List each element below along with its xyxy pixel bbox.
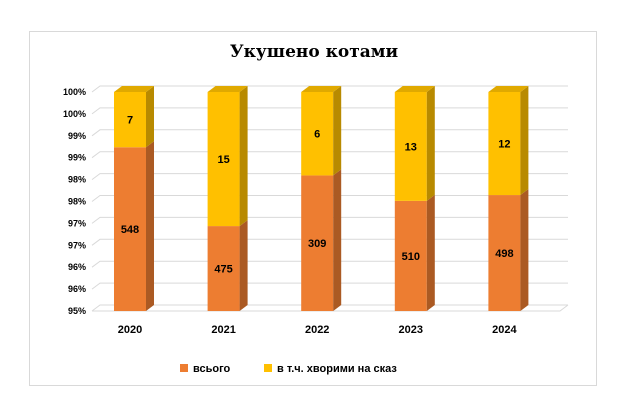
bar-top-2022: [301, 86, 342, 92]
x-tick-label: 2024: [492, 324, 517, 336]
bar-rabid-2022: [301, 92, 334, 176]
y-tick-label: 98%: [68, 197, 86, 207]
y-tick-label: 95%: [68, 306, 86, 316]
chart-title: Укушено котами: [230, 42, 399, 62]
bar-rabid-2020: [114, 92, 146, 148]
x-axis: 2020 2021 2022 2023 2024: [118, 324, 518, 336]
bar-top-2023: [394, 86, 435, 92]
x-tick-label: 2022: [305, 324, 329, 336]
legend-swatch-rabid: [264, 364, 272, 372]
bar-total-2020: [114, 147, 146, 311]
legend-label-total: всього: [193, 363, 231, 375]
bar-total-2022: [301, 175, 334, 311]
data-label-rabid-2024: 12: [498, 139, 510, 151]
chart-svg: Укушено котами 95%96%96%97%97%98%98%99%9…: [63, 42, 569, 375]
data-label-total-2020: 548: [121, 224, 139, 236]
data-label-total-2022: 309: [308, 238, 326, 250]
y-axis: 95% 96% 96% 97% 97% 98% 98% 99% 99% 100% 100%: [63, 87, 86, 316]
bar-rabid-2023: [394, 92, 427, 201]
data-label-rabid-2022: 6: [314, 129, 320, 141]
bar-total-2024: [488, 195, 521, 311]
bar-rabid-2021: [207, 92, 240, 227]
bar-side-total-2023: [426, 194, 435, 311]
y-tick-label: 100%: [63, 109, 86, 119]
bar-top-2024: [488, 86, 529, 92]
x-tick-label: 2021: [211, 324, 235, 336]
floor-line: [92, 304, 569, 312]
data-label-rabid-2021: 15: [217, 154, 229, 166]
y-tick-label: 99%: [68, 153, 86, 163]
data-label-total-2023: 510: [402, 251, 420, 263]
bars: 548 7 475 15 309 6 510 13 498 12: [114, 86, 529, 311]
bar-side-total-2020: [146, 141, 154, 311]
bar-side-rabid-2022: [333, 86, 342, 176]
y-tick-label: 99%: [68, 131, 86, 141]
legend-swatch-total: [180, 364, 188, 372]
bar-top-2021: [207, 86, 248, 92]
bar-rabid-2024: [488, 92, 521, 196]
bar-side-total-2021: [239, 220, 248, 311]
data-label-total-2021: 475: [214, 264, 232, 276]
y-tick-label: 96%: [68, 284, 86, 294]
bar-side-rabid-2021: [239, 86, 248, 227]
x-tick-label: 2020: [118, 324, 142, 336]
bar-total-2023: [394, 200, 427, 311]
bar-total-2021: [207, 226, 240, 311]
legend-label-rabid: в т.ч. хворими на сказ: [277, 363, 397, 375]
data-label-rabid-2023: 13: [405, 141, 417, 153]
bar-side-total-2024: [520, 189, 529, 311]
y-tick-label: 100%: [63, 87, 86, 97]
bar-side-rabid-2023: [426, 86, 435, 201]
y-tick-label: 97%: [68, 240, 86, 250]
bar-side-rabid-2020: [146, 86, 154, 148]
data-label-total-2024: 498: [495, 248, 513, 260]
chart-frame: Укушено котами 95% 96% 96% 97% 97% 98% 98% 99% 9…: [29, 31, 597, 386]
x-tick-label: 2023: [399, 324, 423, 336]
y-tick-label: 98%: [68, 175, 86, 185]
legend: всього в т.ч. хворими на сказ: [180, 363, 397, 375]
y-tick-label: 97%: [68, 218, 86, 228]
bar-side-total-2022: [333, 169, 342, 311]
data-label-rabid-2020: 7: [127, 115, 133, 127]
bar-top-2020: [114, 86, 154, 92]
y-tick-label: 96%: [68, 262, 86, 272]
bar-side-rabid-2024: [520, 86, 529, 196]
